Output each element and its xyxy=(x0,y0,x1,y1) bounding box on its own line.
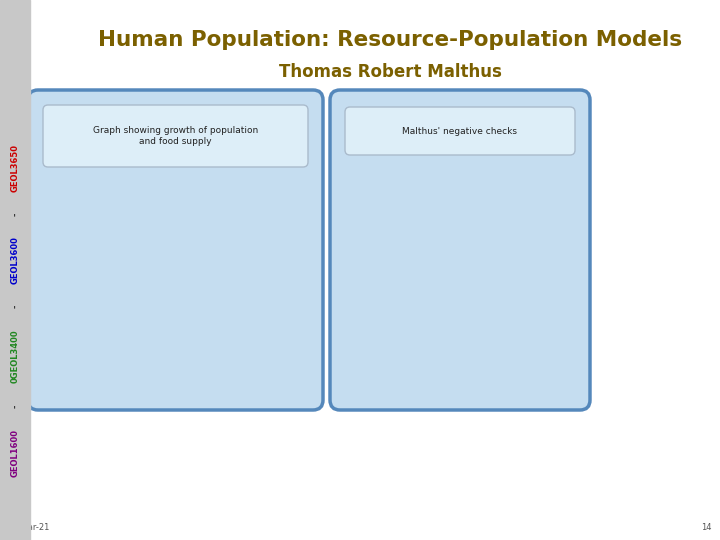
Text: Food
supply: Food supply xyxy=(219,271,247,291)
Text: GEOL1600: GEOL1600 xyxy=(11,429,19,477)
Text: Quantity: Quantity xyxy=(40,254,50,296)
FancyBboxPatch shape xyxy=(345,107,575,155)
Text: -: - xyxy=(11,402,19,411)
Text: GEOL3600: GEOL3600 xyxy=(11,237,19,284)
Text: Graph showing growth of population
and food supply: Graph showing growth of population and f… xyxy=(93,126,258,146)
Text: Quantity: Quantity xyxy=(340,249,350,291)
Text: 14: 14 xyxy=(701,523,712,532)
FancyBboxPatch shape xyxy=(330,90,590,410)
Text: 04-Mar-21: 04-Mar-21 xyxy=(8,523,50,532)
Text: *: * xyxy=(491,220,502,240)
FancyBboxPatch shape xyxy=(28,90,323,410)
Text: Time →: Time → xyxy=(158,401,192,411)
Text: Malthus' negative checks: Malthus' negative checks xyxy=(402,126,518,136)
Text: Human Population: Resource-Population Models: Human Population: Resource-Population Mo… xyxy=(98,30,682,50)
Text: Population growth
if unchecked: Population growth if unchecked xyxy=(204,187,280,207)
Text: 0GEOL3400: 0GEOL3400 xyxy=(11,329,19,383)
Text: -: - xyxy=(11,302,19,311)
Text: GEOL3650: GEOL3650 xyxy=(11,144,19,192)
Text: Thomas Robert Malthus: Thomas Robert Malthus xyxy=(279,63,501,81)
FancyBboxPatch shape xyxy=(43,105,308,167)
Text: -: - xyxy=(11,210,19,219)
Text: Time →: Time → xyxy=(452,402,487,412)
